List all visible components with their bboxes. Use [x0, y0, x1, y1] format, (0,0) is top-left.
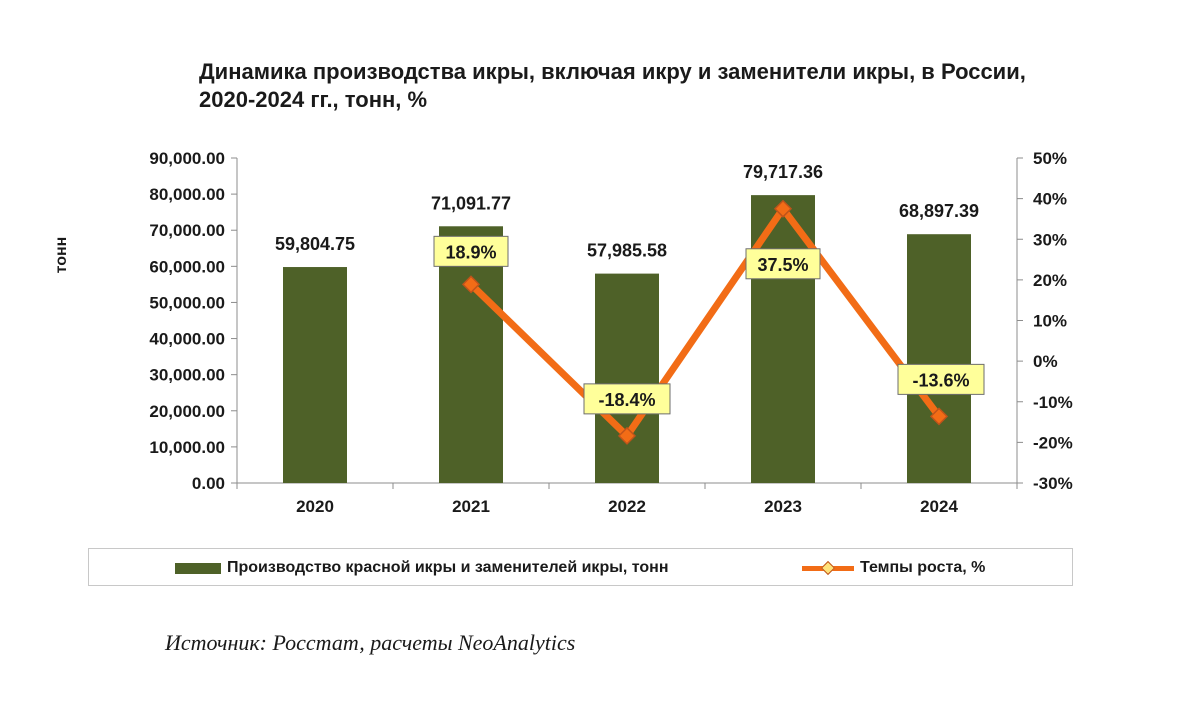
- growth-label-box: [583, 383, 671, 415]
- bar-value-label: 68,897.39: [899, 201, 979, 221]
- bar: [283, 267, 347, 483]
- legend-item-growth: Темпы роста, %: [802, 549, 985, 587]
- legend-item-production: Производство красной икры и заменителей …: [175, 549, 669, 587]
- y-tick-label-right: -20%: [1033, 433, 1073, 452]
- y-tick-label-right: 20%: [1033, 271, 1067, 290]
- chart-title-line2: 2020-2024 гг., тонн, %: [199, 87, 428, 112]
- y-tick-label-left: 0.00: [192, 474, 225, 493]
- y-tick-label-left: 60,000.00: [149, 257, 225, 276]
- bar-value-label: 59,804.75: [275, 234, 355, 254]
- bar: [907, 234, 971, 483]
- growth-marker: [617, 426, 637, 445]
- growth-label-box: [433, 235, 509, 267]
- growth-marker: [773, 199, 793, 218]
- growth-marker: [461, 275, 481, 294]
- source-note: Источник: Росстат, расчеты NeoAnalytics: [165, 630, 576, 655]
- x-tick-label: 2024: [920, 497, 958, 516]
- y-tick-label-left: 20,000.00: [149, 402, 225, 421]
- legend-production-label: Производство красной икры и заменителей …: [227, 559, 669, 576]
- y-tick-label-left: 50,000.00: [149, 293, 225, 312]
- growth-value-label: 37.5%: [757, 255, 808, 275]
- y-tick-label-right: 50%: [1033, 149, 1067, 168]
- y-tick-label-left: 30,000.00: [149, 366, 225, 385]
- y-tick-label-right: -10%: [1033, 393, 1073, 412]
- growth-value-label: 18.9%: [445, 242, 496, 262]
- bar: [595, 273, 659, 483]
- y-tick-label-left: 10,000.00: [149, 438, 225, 457]
- y-tick-label-right: 0%: [1033, 352, 1058, 371]
- bar-value-label: 57,985.58: [587, 241, 667, 261]
- y-tick-label-left: 80,000.00: [149, 185, 225, 204]
- growth-value-label: -13.6%: [912, 370, 969, 390]
- x-tick-label: 2023: [764, 497, 802, 516]
- bar-value-label: 71,091.77: [431, 193, 511, 213]
- x-tick-label: 2020: [296, 497, 334, 516]
- growth-label-box: [897, 363, 985, 395]
- legend-line-swatch: [802, 560, 854, 575]
- chart-legend: Производство красной икры и заменителей …: [88, 548, 1073, 586]
- y-tick-label-left: 40,000.00: [149, 330, 225, 349]
- growth-marker: [929, 407, 949, 426]
- bar: [439, 226, 503, 483]
- y-tick-label-right: -30%: [1033, 474, 1073, 493]
- x-tick-label: 2021: [452, 497, 490, 516]
- growth-value-label: -18.4%: [598, 390, 655, 410]
- chart-title-line1: Динамика производства икры, включая икру…: [199, 59, 1026, 84]
- growth-line: [468, 202, 942, 442]
- y-tick-label-right: 30%: [1033, 230, 1067, 249]
- chart-title: Динамика производства икры, включая икру…: [199, 58, 1159, 114]
- y-tick-label-left: 70,000.00: [149, 221, 225, 240]
- x-tick-label: 2022: [608, 497, 646, 516]
- y-tick-label-right: 40%: [1033, 190, 1067, 209]
- y-tick-label-left: 90,000.00: [149, 149, 225, 168]
- y-tick-label-right: 10%: [1033, 312, 1067, 331]
- legend-bar-swatch: [175, 562, 221, 574]
- legend-growth-label: Темпы роста, %: [860, 559, 986, 576]
- bar-value-label: 79,717.36: [743, 162, 823, 182]
- growth-label-box: [745, 248, 821, 280]
- y-axis-title: тонн: [53, 237, 70, 274]
